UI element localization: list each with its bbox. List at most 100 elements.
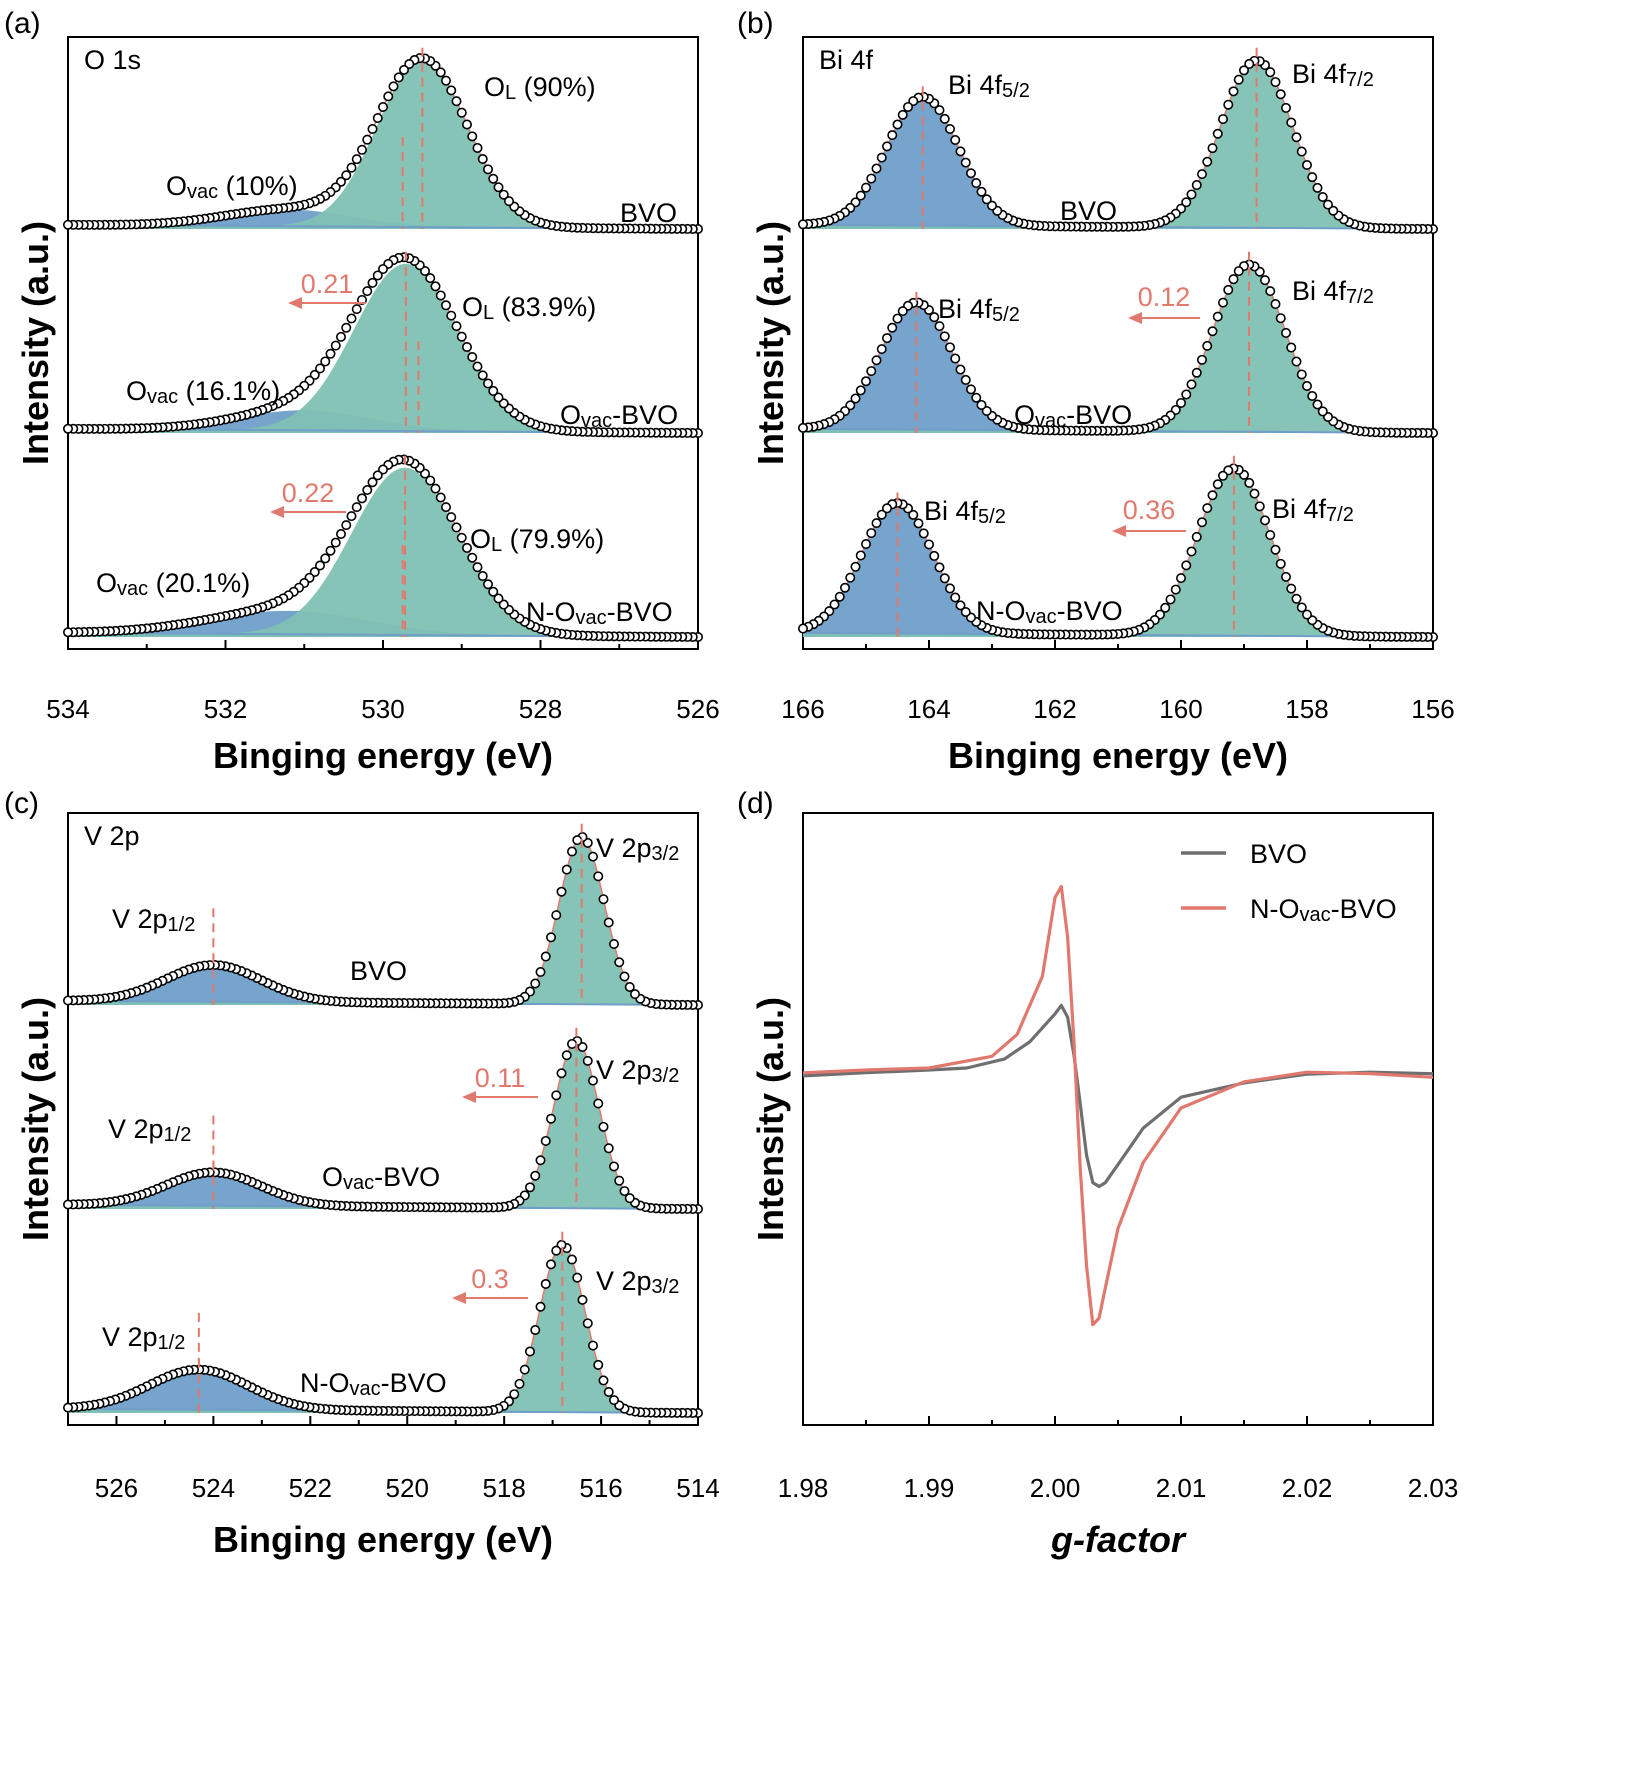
peak-label: OL (83.9%) [462,292,596,324]
data-point [881,503,892,514]
data-point [362,286,373,297]
x-tick-label: 534 [46,694,89,724]
data-point [1186,379,1197,390]
data-point [435,492,446,503]
x-tick-label: 2.00 [1030,1473,1081,1503]
data-point [1223,99,1234,110]
data-point [1323,199,1334,210]
data-point [362,134,373,145]
data-point [1307,172,1318,183]
data-point [346,511,357,522]
peak-label: Bi 4f7/2 [1292,276,1374,308]
data-point [1223,284,1234,295]
data-point [1302,159,1313,170]
data-point [1197,517,1208,528]
data-point [372,470,383,481]
sample-label: N-Ovac-BVO [526,597,673,629]
data-point [1291,132,1302,143]
data-point [320,553,331,564]
data-point [1244,58,1255,69]
data-point [1186,189,1197,200]
data-point [976,399,987,410]
shift-arrowhead [462,1091,476,1103]
data-point [866,366,877,377]
x-tick-label: 524 [192,1473,235,1503]
data-point [587,851,598,862]
sample-label: BVO [1060,196,1117,226]
data-point [435,67,446,78]
data-point [477,154,488,165]
data-point [372,113,383,124]
data-point [1212,128,1223,139]
x-axis-title: g-factor [1050,1519,1187,1560]
data-point [593,1098,604,1109]
data-point [934,105,945,116]
data-point [1228,274,1239,285]
data-point [619,971,630,982]
panel-d: (d) 1.98 1.99 2.00 2.01 2.02 2.03 g-factor Inten… [737,787,1458,1560]
data-point [923,539,934,550]
data-point [608,1395,619,1406]
data-point [582,1318,593,1329]
data-point [608,1161,619,1172]
data-point [440,502,451,513]
data-point [62,995,73,1006]
data-point [614,1175,625,1186]
data-point [950,135,961,146]
data-point [1317,192,1328,203]
data-point [383,91,394,102]
spectrum-1: OL (83.9%) Ovac (16.1%) Ovac-BVO 0.21 [62,251,703,438]
shift-value: 0.21 [301,269,354,299]
data-point [1202,503,1213,514]
data-point [377,102,388,113]
data-point [1191,531,1202,542]
data-point [1160,602,1171,613]
data-point [955,364,966,375]
data-point [960,157,971,168]
series-line [802,1003,1434,1189]
data-point [1260,515,1271,526]
peak-fill [803,60,1433,229]
data-point [1218,297,1229,308]
x-axis-title: Binging energy (eV) [213,1519,553,1560]
x-tick-label: 518 [482,1473,525,1503]
data-point [860,539,871,550]
peak-fill [803,302,1433,433]
data-point [598,1375,609,1386]
peak-label: Bi 4f5/2 [924,496,1006,528]
data-point [341,170,352,181]
data-point [1186,546,1197,557]
data-point [797,219,808,230]
data-point [1249,488,1260,499]
data-point [577,1294,588,1305]
x-tick-label: 156 [1411,694,1454,724]
x-tick-label: 158 [1285,694,1328,724]
data-point [330,340,341,351]
peak-label: V 2p3/2 [596,1055,679,1087]
data-point [509,1389,520,1400]
peak-fill [68,1172,698,1209]
data-point [1254,501,1265,512]
data-point [1302,381,1313,392]
data-point [619,1186,630,1197]
data-point [955,146,966,157]
data-point [1302,609,1313,620]
panel-label: (b) [737,7,774,40]
data-point [603,1143,614,1154]
spectrum-0: Bi 4f5/2 Bi 4f7/2 BVO [797,47,1439,234]
data-point [456,532,467,543]
data-point [551,910,562,921]
shift-arrowhead [270,506,284,518]
data-point [1286,583,1297,594]
panel-a: (a) 534 532 530 528 526 Binging energy (eV) Int… [4,7,720,776]
data-point [351,304,362,315]
x-tick-label: 526 [676,694,719,724]
data-point [960,607,971,618]
data-point [556,886,567,897]
spectrum-2: Bi 4f5/2 Bi 4f7/2 N-Ovac-BVO 0.36 [797,455,1439,642]
x-tick-label: 166 [781,694,824,724]
y-axis-title: Intensity (a.u.) [750,221,791,465]
data-point [1296,369,1307,380]
plot-frame [67,812,699,1426]
data-point [377,264,388,275]
